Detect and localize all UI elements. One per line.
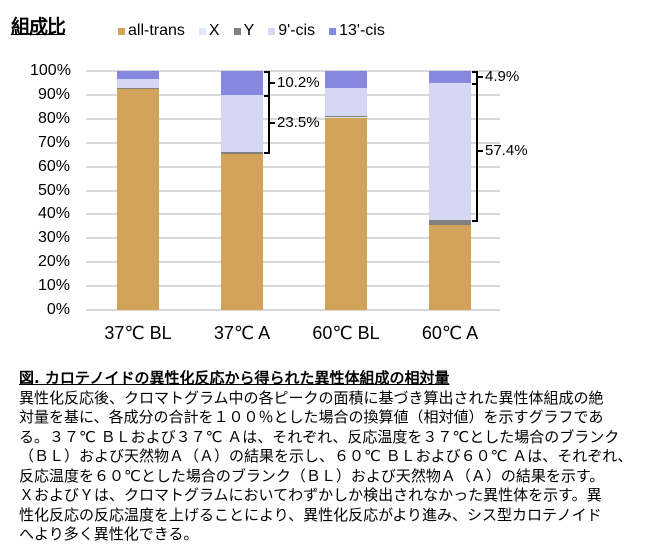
legend-label: 9'-cis <box>278 22 316 39</box>
legend-item: X <box>198 22 220 40</box>
gridline <box>86 237 500 240</box>
bar-segment <box>117 89 159 310</box>
y-axis-tick-label: 10% <box>37 277 70 295</box>
gridline <box>86 93 500 96</box>
legend-swatch-icon <box>329 27 337 35</box>
y-axis-tick-label: 40% <box>37 205 70 223</box>
legend-item: all-trans <box>118 22 185 40</box>
x-axis-tick-label: 37℃ BL <box>104 323 172 343</box>
legend-item: 9'-cis <box>268 22 315 40</box>
annotation-bracket-tick <box>270 122 275 125</box>
legend-swatch-icon <box>198 27 206 35</box>
y-axis-tick-label: 80% <box>37 109 70 127</box>
annotation-bracket-tick <box>478 150 483 153</box>
gridline <box>86 70 500 72</box>
gridline <box>86 213 500 216</box>
bar-segment <box>325 71 367 88</box>
legend-swatch-icon <box>233 27 241 35</box>
legend-item: Y <box>233 22 255 40</box>
bar-segment <box>325 88 367 116</box>
x-axis-tick-label: 60℃ A <box>421 323 479 343</box>
caption-title: 図. カロテノイドの異性化反応から得られた異性体組成の相対量 <box>19 369 450 387</box>
bar-segment <box>429 71 471 83</box>
bar-segment <box>325 117 367 119</box>
x-axis-tick-label: 37℃ A <box>213 323 271 343</box>
chart-legend: all-trans X Y 9'-cis 13'-cis <box>118 22 399 40</box>
chart-title: 組成比 <box>11 16 66 38</box>
bar-segment <box>117 87 159 90</box>
bar-stack <box>429 71 471 310</box>
gridline <box>86 285 500 288</box>
legend-label: Y <box>243 22 255 39</box>
bar-segment <box>429 224 471 310</box>
annotation-bracket-tick <box>478 75 483 78</box>
annotation-label: 57.4% <box>485 142 528 160</box>
bar-segment <box>429 82 471 220</box>
y-axis-tick-label: 70% <box>37 133 70 151</box>
y-axis-tick-label: 50% <box>37 181 70 199</box>
gridline <box>86 189 500 192</box>
figure-caption: 図. カロテノイドの異性化反応から得られた異性体組成の相対量 異性化反応後、クロ… <box>19 369 669 545</box>
annotation-label: 4.9% <box>485 67 520 85</box>
bar-stack <box>325 71 367 310</box>
caption-body: 異性化反応後、クロマトグラム中の各ピークの面積に基づき算出された異性体組成の絶 … <box>19 388 633 544</box>
y-axis-tick-label: 100% <box>30 62 71 79</box>
annotation-bracket <box>264 71 270 98</box>
legend-label: all-trans <box>128 22 185 39</box>
gridline <box>86 117 500 120</box>
annotation-bracket <box>264 95 270 154</box>
annotation-label: 10.2% <box>277 74 320 92</box>
legend-item: 13'-cis <box>329 22 385 40</box>
bar-stack <box>221 71 263 310</box>
bar-segment <box>325 115 367 118</box>
gridline <box>86 165 500 168</box>
y-axis-tick-label: 0% <box>46 301 70 318</box>
bar-segment <box>221 71 263 96</box>
y-axis-tick-label: 60% <box>37 157 70 175</box>
bar-segment <box>117 71 159 79</box>
bar-segment <box>325 118 367 310</box>
gridline <box>86 309 500 311</box>
legend-label: 13'-cis <box>339 22 385 39</box>
annotation-label: 23.5% <box>277 114 320 132</box>
bar-segment <box>221 154 263 310</box>
x-axis-tick-label: 60℃ BL <box>312 323 380 343</box>
legend-swatch-icon <box>268 27 276 35</box>
bar-segment <box>429 219 471 225</box>
bar-segment <box>221 151 263 155</box>
gridline <box>86 141 500 144</box>
annotation-bracket-tick <box>270 82 275 85</box>
annotation-bracket <box>472 82 478 222</box>
legend-swatch-icon <box>118 27 125 35</box>
chart-plot: 0% 10% 20% 30% 40% 50% 60% 70% 80% 90% 100% 37℃ BL 3… <box>30 62 528 344</box>
gridline <box>86 261 500 264</box>
bar-segment <box>117 78 159 88</box>
bar-stack <box>117 71 159 310</box>
y-axis-tick-label: 90% <box>37 85 70 103</box>
y-axis-tick-label: 30% <box>37 229 70 247</box>
legend-label: X <box>208 22 220 39</box>
y-axis-tick-label: 20% <box>37 253 70 271</box>
bar-segment <box>221 95 263 152</box>
